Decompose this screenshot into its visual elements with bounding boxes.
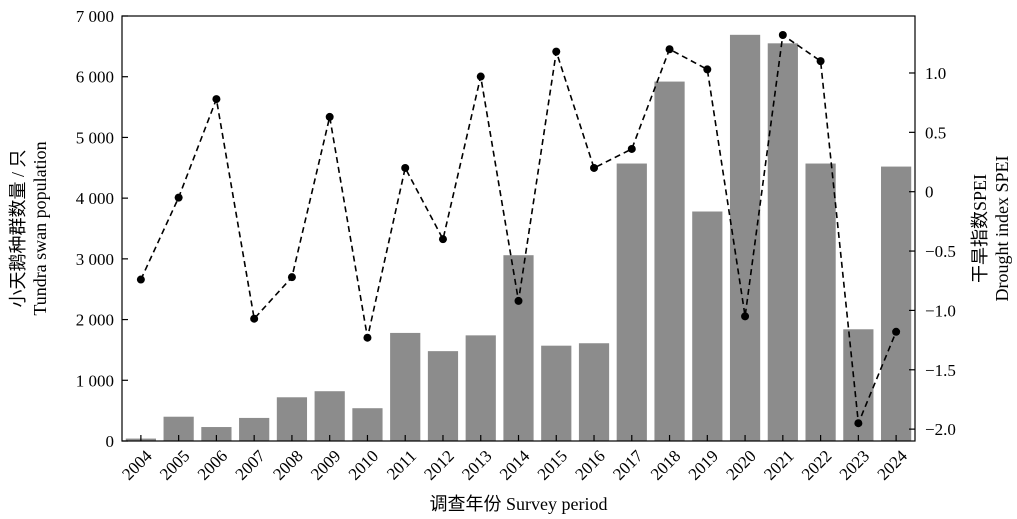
bar-2024: [881, 166, 912, 442]
right-axis-title-cn: 干旱指数SPEI: [970, 174, 990, 283]
x-axis: 2004 2005 2006 2007 2008 2009 2010 2011 2012 2013…: [118, 435, 911, 484]
x-tick-label: 2022: [798, 446, 835, 483]
x-tick-label: 2009: [307, 446, 344, 483]
left-axis-title-en: Tundra swan population: [30, 141, 50, 315]
bar-2017: [616, 163, 647, 442]
spei-point-2005: [174, 193, 183, 202]
spei-point-2023: [854, 419, 863, 428]
spei-point-2004: [136, 275, 145, 284]
spei-point-2006: [212, 95, 221, 104]
x-tick-label: 2013: [458, 446, 495, 483]
spei-point-2018: [665, 45, 674, 54]
spei-point-2022: [816, 57, 825, 66]
x-tick-label: 2017: [609, 446, 647, 484]
x-tick-label: 2006: [194, 446, 231, 483]
left-tick-label: 0: [106, 432, 115, 451]
bar-2018: [654, 81, 685, 442]
x-tick-label: 2012: [420, 446, 457, 483]
right-tick-label: −1.5: [925, 361, 956, 380]
spei-point-2019: [703, 65, 712, 74]
bar-2009: [314, 391, 345, 441]
left-tick-label: 6 000: [76, 68, 114, 87]
bar-2014: [503, 255, 534, 441]
right-tick-label: −1.0: [925, 301, 956, 320]
right-y-axis: −2.0 −1.5 −1.0 −0.5 0 0.5 1.0: [909, 64, 956, 439]
left-tick-label: 5 000: [76, 128, 114, 147]
x-tick-label: 2014: [496, 446, 534, 484]
bar-2021: [767, 43, 798, 441]
right-tick-label: 0: [925, 183, 934, 202]
bar-2006: [201, 427, 232, 441]
bar-2019: [692, 211, 723, 441]
bar-2020: [729, 34, 761, 441]
x-tick-label: 2005: [156, 446, 193, 483]
bar-2008: [276, 397, 308, 441]
x-tick-label: 2024: [873, 446, 911, 484]
x-tick-label: 2023: [836, 446, 873, 483]
right-tick-label: −2.0: [925, 420, 956, 439]
spei-point-2010: [363, 333, 372, 342]
spei-point-2016: [590, 163, 599, 172]
spei-point-2015: [552, 47, 561, 56]
spei-point-2013: [476, 72, 485, 81]
x-tick-label: 2004: [118, 446, 156, 484]
x-tick-label: 2018: [647, 446, 684, 483]
x-tick-label: 2007: [232, 446, 270, 484]
spei-point-2021: [778, 30, 787, 39]
left-tick-label: 3 000: [76, 250, 114, 269]
spei-point-2008: [287, 273, 296, 282]
spei-point-2012: [438, 235, 447, 244]
left-tick-label: 2 000: [76, 311, 114, 330]
spei-point-2007: [250, 314, 259, 323]
spei-point-2009: [325, 112, 334, 121]
spei-point-2014: [514, 296, 523, 305]
bar-2011: [390, 332, 421, 441]
left-tick-label: 4 000: [76, 189, 114, 208]
right-tick-label: 0.5: [925, 123, 946, 142]
right-tick-label: −0.5: [925, 242, 956, 261]
bar-2012: [427, 351, 459, 441]
x-tick-label: 2011: [383, 446, 420, 483]
left-tick-label: 1 000: [76, 371, 114, 390]
bar-2013: [465, 335, 496, 441]
spei-point-2011: [401, 163, 410, 172]
spei-point-2017: [627, 144, 636, 153]
x-tick-label: 2019: [685, 446, 722, 483]
spei-point-2024: [892, 327, 901, 336]
left-tick-label: 7 000: [76, 7, 114, 26]
bar-2015: [541, 345, 572, 441]
bar-2022: [805, 163, 836, 442]
bar-series: [125, 34, 912, 442]
spei-line-series: [136, 30, 901, 428]
spei-point-2020: [741, 312, 750, 321]
left-axis-title-cn: 小天鹅种群数量 / 只: [8, 149, 28, 307]
right-axis-title-en: Drought index SPEI: [992, 155, 1012, 301]
x-tick-label: 2016: [571, 446, 608, 483]
x-tick-label: 2015: [534, 446, 571, 483]
x-axis-title: 调查年份 Survey period: [430, 494, 608, 514]
x-tick-label: 2021: [760, 446, 797, 483]
x-tick-label: 2008: [269, 446, 306, 483]
x-tick-label: 2010: [345, 446, 382, 483]
x-tick-label: 2020: [722, 446, 759, 483]
left-y-axis: 0 1 000 2 000 3 000 4 000 5 000 6 000 7 000: [76, 7, 128, 451]
bar-2007: [239, 417, 270, 441]
right-tick-label: 1.0: [925, 64, 946, 83]
bar-2016: [578, 343, 610, 441]
